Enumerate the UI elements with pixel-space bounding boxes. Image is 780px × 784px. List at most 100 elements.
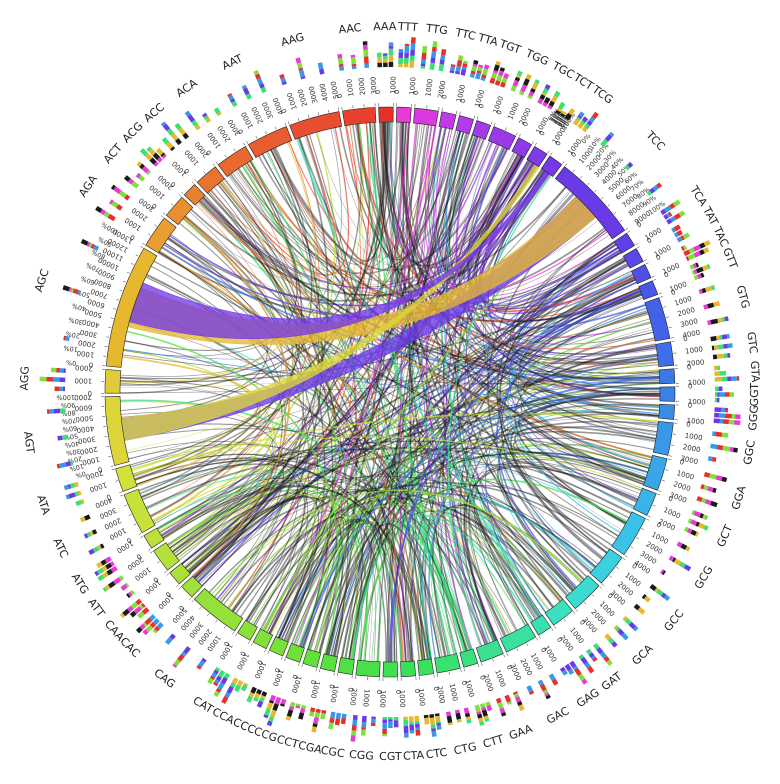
tick-label: 0 — [88, 389, 93, 397]
segment-arc-gtt[interactable] — [639, 281, 658, 300]
tick-mark — [319, 669, 320, 672]
tick-mark — [669, 327, 672, 328]
stacked-bar-part — [109, 216, 115, 220]
stacked-bar-part — [717, 447, 723, 448]
stacked-bar-part — [138, 628, 142, 631]
segment-arc-ttc[interactable] — [439, 112, 456, 130]
stacked-bar-part — [651, 586, 656, 589]
stacked-bar-part — [711, 287, 714, 288]
segment-arc-aac[interactable] — [342, 107, 376, 125]
stacked-bar-part — [671, 218, 675, 220]
segment-arc-acc[interactable] — [197, 167, 224, 193]
tick-label: 0 — [688, 382, 693, 390]
segment-arc-ggg[interactable] — [659, 404, 675, 419]
segment-arc-cga[interactable] — [320, 654, 337, 672]
segment-arc-cct[interactable] — [303, 649, 321, 667]
stacked-bar-part — [112, 568, 117, 571]
stacked-bar-part — [127, 595, 129, 596]
tick-mark — [477, 117, 478, 120]
stacked-bar-part — [675, 234, 678, 236]
stacked-bar-part — [135, 608, 140, 613]
stacked-bar-part — [710, 476, 717, 478]
stacked-bar-part — [483, 707, 484, 710]
tick-mark — [124, 505, 127, 506]
segment-arc-ctt[interactable] — [460, 649, 478, 667]
segment-arc-aat[interactable] — [248, 126, 291, 157]
stacked-bar-part — [442, 55, 443, 59]
stacked-bar-part — [689, 249, 693, 251]
stacked-bar-part — [344, 714, 345, 718]
tick-mark — [461, 669, 462, 672]
tick-label: 0 — [686, 420, 691, 428]
stacked-bar-part — [151, 624, 154, 627]
tick-mark — [264, 650, 265, 653]
segment-arc-aag[interactable] — [290, 112, 342, 140]
segment-arc-ctg[interactable] — [435, 654, 461, 673]
stacked-bar-part — [104, 589, 106, 590]
segment-arc-aaa[interactable] — [379, 107, 394, 122]
stacked-bar-part — [81, 501, 84, 502]
stacked-bar-part — [131, 592, 133, 594]
tick-mark — [493, 659, 494, 662]
segment-arc-tca[interactable] — [614, 233, 634, 253]
stacked-bar-part — [717, 356, 724, 357]
segment-arc-gtc[interactable] — [656, 342, 674, 367]
segment-arc-cgc[interactable] — [338, 657, 354, 674]
segment-arc-cgt[interactable] — [383, 662, 398, 677]
segment-arc-att[interactable] — [153, 543, 179, 571]
segment-arc-ctc[interactable] — [418, 659, 434, 676]
stacked-bar-part — [465, 61, 466, 64]
stacked-bar-part — [549, 106, 551, 109]
stacked-bar-part — [457, 71, 458, 74]
segment-arc-ggt[interactable] — [660, 387, 675, 402]
segment-arc-agg[interactable] — [105, 369, 121, 393]
stacked-bar-part — [699, 525, 704, 527]
tick-label: 0 — [346, 687, 355, 692]
tick-label: 5000 — [75, 414, 93, 424]
stacked-bar-part — [466, 708, 467, 713]
segment-label: TTA — [476, 31, 500, 49]
segment-arc-cta[interactable] — [401, 661, 416, 677]
stacked-bar-part — [66, 338, 70, 339]
stacked-bar-part — [728, 345, 733, 346]
stacked-bar-part — [694, 513, 700, 515]
segment-arc-ggc[interactable] — [653, 421, 673, 455]
segment-arc-tta[interactable] — [456, 116, 474, 134]
segment-arc-ttt[interactable] — [396, 107, 411, 123]
tick-label: 0 — [375, 690, 383, 695]
stacked-bar-part — [137, 600, 141, 603]
stacked-bar-part — [704, 306, 708, 307]
stacked-bar-part — [473, 71, 474, 74]
tick-mark — [106, 446, 109, 447]
stacked-bar-part — [593, 657, 594, 659]
segment-arc-gac[interactable] — [500, 624, 535, 652]
stacked-bar-part — [651, 189, 654, 192]
stacked-bar-part — [562, 668, 564, 671]
stacked-bar-part — [121, 614, 123, 616]
segment-arc-gag[interactable] — [531, 615, 551, 635]
segment-arc-tgg[interactable] — [488, 127, 515, 150]
stacked-bar-part — [519, 71, 521, 75]
segment-arc-ttg[interactable] — [413, 108, 438, 126]
tick-mark — [456, 111, 457, 114]
tick-mark — [646, 519, 649, 520]
stacked-bar-part — [517, 78, 518, 81]
tick-mark — [284, 658, 285, 661]
stacked-bar-part — [259, 701, 261, 707]
stacked-bar-part — [602, 653, 606, 658]
stacked-bar-part — [483, 78, 484, 80]
tick-mark — [192, 600, 194, 602]
stacked-bar-part — [219, 113, 220, 115]
segment-label: CTC — [425, 746, 448, 762]
stacked-bar-part — [483, 75, 484, 78]
segment-arc-gta[interactable] — [659, 369, 675, 384]
tick-mark — [285, 123, 286, 126]
stacked-bar-part — [480, 718, 481, 722]
segment-label: GAA — [507, 722, 534, 743]
stacked-bar-part — [545, 690, 547, 693]
stacked-bar-part — [85, 516, 90, 518]
segment-arc-cgg[interactable] — [356, 660, 380, 677]
segment-label: GAT — [599, 669, 625, 693]
stacked-bar-part — [106, 586, 109, 588]
stacked-bar-part — [576, 669, 580, 675]
